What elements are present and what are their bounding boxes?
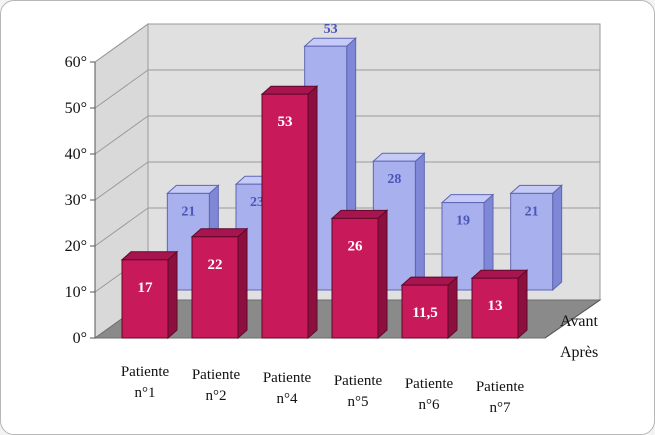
y-tick-label: 40° — [65, 146, 87, 163]
bar-top — [303, 37, 357, 47]
data-label: 23 — [250, 195, 264, 210]
bar-top — [166, 184, 220, 194]
data-label: 17 — [138, 280, 154, 296]
y-tick-label: 0° — [73, 330, 87, 347]
bar-side — [447, 275, 458, 340]
category-label: Patiente — [192, 367, 241, 383]
y-tick-label: 10° — [65, 284, 87, 301]
bar-front — [261, 93, 309, 339]
category-label: Patiente — [121, 364, 170, 380]
category-label: Patiente — [476, 379, 525, 395]
category-label: Patiente — [405, 376, 454, 392]
bar-apres: 11,5 — [400, 275, 459, 340]
bar-top — [330, 209, 389, 219]
gridline-side — [94, 23, 149, 63]
bar-apres: 22 — [190, 227, 249, 340]
bar-side — [237, 227, 248, 340]
category-label: n°5 — [348, 394, 369, 410]
bar-apres: 53 — [260, 85, 319, 340]
bar-apres: 17 — [120, 250, 179, 340]
gridline-side — [94, 69, 149, 109]
bar-front — [471, 277, 519, 339]
y-tick-label: 50° — [65, 100, 87, 117]
bar-front — [331, 217, 379, 339]
bar-side — [517, 269, 528, 340]
bar-top — [509, 184, 563, 194]
x-axis: Patiente n°1 Patiente n°2 Patiente n°4 Patient… — [121, 364, 525, 416]
bar-top — [470, 269, 529, 279]
bar-side — [377, 209, 388, 340]
data-label: 28 — [387, 172, 401, 187]
category-label: n°6 — [419, 397, 440, 413]
gridline-side — [94, 207, 149, 247]
bar-top — [190, 228, 249, 238]
category-label: Patiente — [334, 373, 383, 389]
bar-top — [440, 194, 495, 204]
category-label: n°2 — [206, 388, 227, 404]
gridline-side — [94, 161, 149, 201]
bar-side — [307, 85, 318, 340]
data-label: 19 — [456, 214, 470, 229]
y-tick-label: 20° — [65, 238, 87, 255]
legend-avant: Avant — [560, 313, 598, 330]
bar-side — [167, 250, 178, 340]
data-label: 11,5 — [412, 305, 437, 321]
y-tick-label: 30° — [65, 192, 87, 209]
bar-top — [260, 85, 319, 95]
y-tick-label: 60° — [65, 54, 87, 71]
data-label: 53 — [278, 114, 293, 130]
data-label: 21 — [525, 204, 539, 219]
bar-front — [121, 259, 169, 339]
data-label: 26 — [348, 238, 364, 254]
bar-top — [400, 276, 459, 286]
data-label: 53 — [324, 22, 338, 37]
category-label: Patiente — [263, 370, 312, 386]
bar-apres: 13 — [470, 269, 529, 340]
category-label: n°1 — [135, 385, 156, 401]
data-label: 22 — [208, 257, 223, 273]
bar-top — [372, 152, 426, 162]
data-label: 13 — [488, 298, 503, 314]
depth-axis: Avant Après — [544, 299, 601, 361]
series-apres-bars: 17 22 53 26 11,5 13 — [120, 85, 529, 340]
legend-apres: Après — [560, 344, 598, 361]
data-label: 21 — [181, 204, 195, 219]
y-axis: 0° 10° 20° 30° 40° 50° 60° — [65, 54, 96, 347]
category-label: n°7 — [490, 400, 511, 416]
bar-apres: 26 — [330, 209, 389, 340]
bar-front — [401, 284, 449, 339]
gridline-side — [94, 115, 149, 155]
bar-front — [191, 236, 239, 339]
bar-side — [552, 184, 563, 292]
category-label: n°4 — [277, 391, 298, 407]
bar-side — [414, 152, 425, 292]
bar-top — [120, 251, 179, 261]
